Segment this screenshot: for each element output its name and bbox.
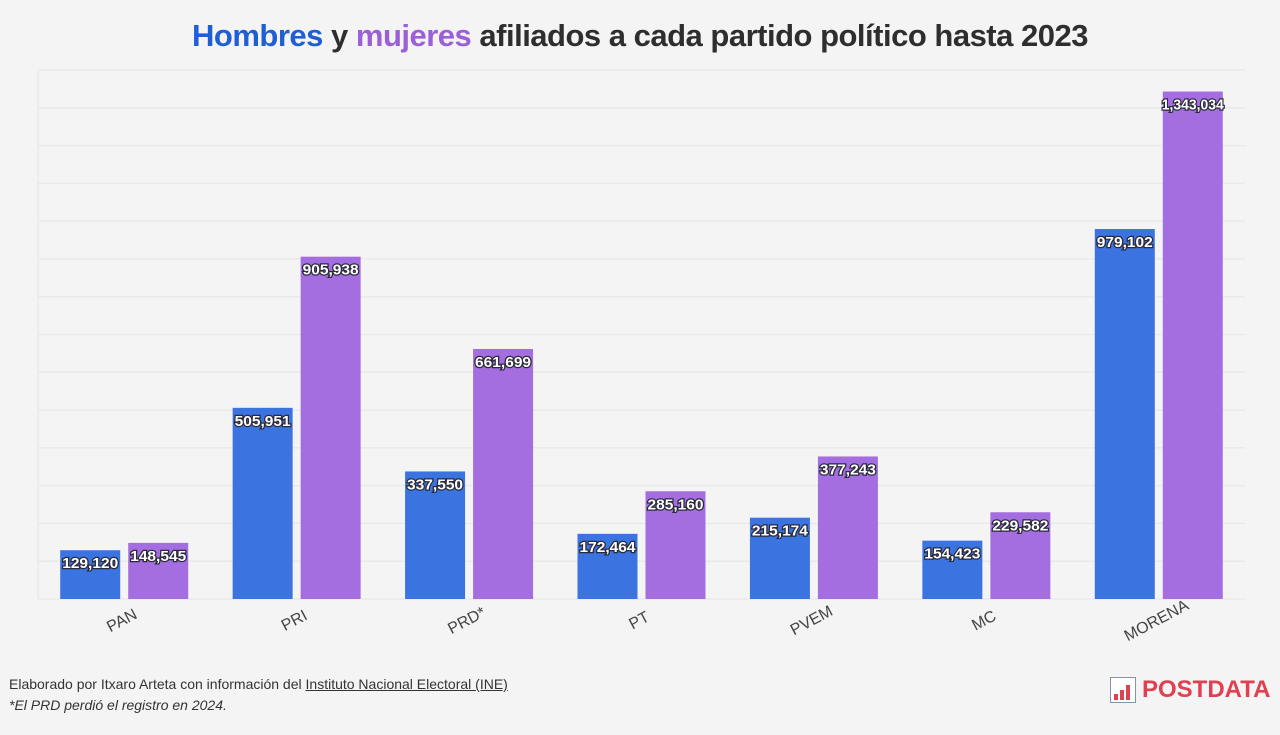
- credit-text: Elaborado por Itxaro Arteta con informac…: [9, 676, 306, 692]
- bar-mujeres: [817, 456, 878, 599]
- logo-text: POSTDATA: [1142, 676, 1271, 703]
- category-label: PT: [626, 609, 652, 634]
- bar-mujeres: [645, 491, 706, 599]
- title-men: Hombres: [192, 18, 323, 53]
- data-label: 285,160: [648, 496, 704, 513]
- bar-hombres: [922, 540, 983, 599]
- bar-hombres: [232, 407, 293, 599]
- data-label: 154,423: [924, 546, 980, 563]
- category-label: PRD*: [445, 604, 488, 638]
- title-and: y: [322, 18, 356, 53]
- footer: Elaborado por Itxaro Arteta con informac…: [9, 674, 508, 716]
- bar-mujeres: [473, 348, 534, 599]
- category-label: MORENA: [1122, 597, 1192, 645]
- data-label: 215,174: [752, 523, 809, 540]
- bar-hombres: [1094, 229, 1155, 600]
- data-label: 979,102: [1097, 234, 1153, 251]
- category-label: PRI: [279, 607, 311, 635]
- category-label: PAN: [104, 606, 140, 636]
- bar-hombres: [749, 517, 810, 599]
- bar-mujeres: [128, 542, 189, 599]
- data-label: 505,951: [235, 413, 291, 430]
- bar-mujeres: [990, 512, 1051, 599]
- bar-hombres: [60, 550, 121, 599]
- footnote: *El PRD perdió el registro en 2024.: [9, 697, 227, 713]
- title-women: mujeres: [355, 18, 472, 53]
- data-label: 172,464: [580, 539, 637, 556]
- chart-logo-icon: [1110, 677, 1136, 703]
- data-label: 148,545: [130, 548, 186, 565]
- bar-mujeres: [300, 256, 361, 599]
- data-label: 377,243: [820, 461, 876, 478]
- data-label: 661,699: [475, 354, 531, 371]
- data-label: 129,120: [62, 555, 118, 572]
- chart-title: Hombres y mujeres afiliados a cada parti…: [0, 18, 1280, 54]
- credit: Elaborado por Itxaro Arteta con informac…: [9, 674, 508, 695]
- data-label: 337,550: [407, 476, 463, 493]
- category-label: PVEM: [788, 603, 836, 639]
- category-label: MC: [969, 608, 999, 635]
- bar-hombres: [405, 471, 466, 599]
- bar-hombres: [577, 533, 638, 599]
- postdata-logo: POSTDATA: [1110, 676, 1270, 704]
- title-rest: afiliados a cada partido político hasta …: [471, 18, 1088, 53]
- ine-link[interactable]: Instituto Nacional Electoral (INE): [305, 676, 508, 692]
- data-label: 1,343,034: [1162, 97, 1225, 114]
- data-label: 229,582: [992, 517, 1048, 534]
- data-label: 905,938: [303, 262, 359, 279]
- bar-mujeres: [1162, 91, 1223, 599]
